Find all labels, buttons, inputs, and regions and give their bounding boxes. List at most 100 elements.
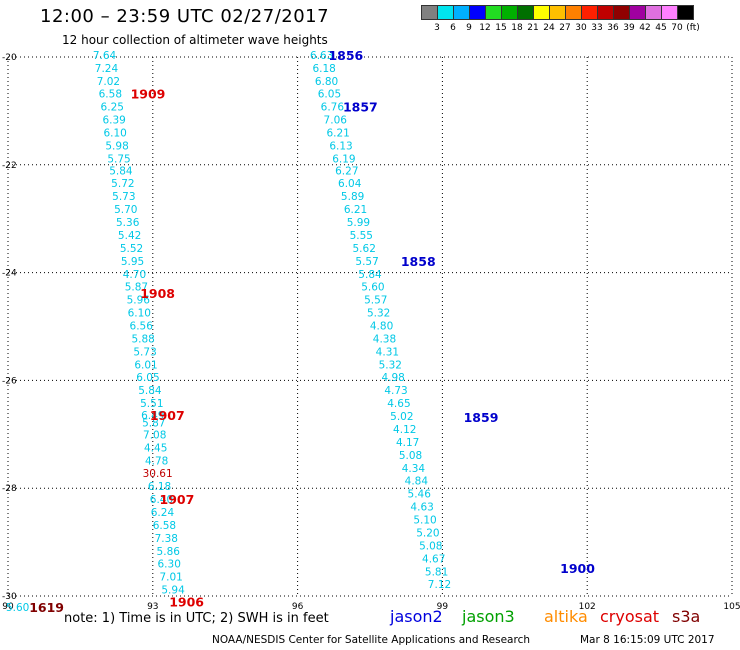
wave-height-value: 6.39: [102, 115, 125, 127]
colorbar-tick-label: 24: [543, 23, 555, 33]
wave-height-value: 6.49: [141, 410, 164, 422]
pass-time-labels: 1909 1908 1907 1907 1906 1619 1856 1857 1858 1859…: [29, 48, 595, 615]
pass-time-label: 1619: [29, 600, 64, 615]
pass-time-label: 1906: [169, 594, 204, 609]
wave-height-value: 5.70: [114, 204, 137, 216]
wave-height-value: 5.84: [109, 165, 133, 177]
wave-height-value: 6.19: [332, 153, 355, 165]
wave-height-value: 7.64: [93, 50, 117, 62]
lon-tick-label: 96: [292, 602, 304, 612]
wave-height-value: 6.21: [344, 204, 367, 216]
map-axis-labels: 90 93 96 99 102 105 -20 -22 -24 -26 -28 -30: [2, 53, 740, 612]
wave-height-value: 6.24: [151, 507, 175, 519]
colorbar-tick-label: 36: [607, 23, 619, 33]
lat-tick-label: -22: [2, 161, 17, 171]
wave-height-value: 7.38: [155, 533, 178, 545]
wave-height-value: 7.06: [324, 115, 348, 127]
wave-height-value: 4.65: [387, 398, 410, 410]
lon-tick-label: 90: [2, 602, 14, 612]
wave-height-value: 5.72: [111, 178, 134, 190]
wave-height-value: 6.30: [158, 559, 181, 571]
wave-height-value: 5.87: [142, 418, 165, 430]
lat-tick-label: -24: [2, 269, 17, 279]
wave-height-value: 5.94: [161, 585, 185, 597]
wave-height-value: 4.78: [145, 455, 168, 467]
wave-height-value: 6.21: [326, 128, 349, 140]
colorbar-tick-label: 70: [671, 23, 683, 33]
wave-height-value: 6.58: [153, 520, 176, 532]
wave-height-value: 5.32: [367, 308, 390, 320]
colorbar-tick-label: 15: [495, 23, 507, 33]
wave-height-value: 5.60: [361, 282, 384, 294]
wave-height-value: 5.57: [364, 295, 387, 307]
legend-item-s3a: s3a: [672, 607, 701, 626]
pass-time-label: 1856: [328, 48, 363, 63]
wave-height-value: 6.05: [318, 89, 341, 101]
wave-height-value: 4.80: [370, 321, 393, 333]
lat-tick-label: -26: [2, 376, 17, 386]
pass-time-label: 1858: [401, 254, 436, 269]
wave-height-value: 4.84: [405, 476, 429, 488]
wave-height-value: 5.08: [399, 450, 422, 462]
colorbar-tick-label: 9: [466, 23, 472, 33]
wave-height-value: 7.12: [428, 579, 451, 591]
wave-height-value: 5.98: [105, 140, 128, 152]
colorbar-tick-label: 42: [639, 23, 651, 33]
wave-height-value: 6.25: [101, 102, 124, 114]
wave-height-value: 7.24: [95, 63, 119, 75]
wave-height-value: 6.63: [310, 50, 333, 62]
colorbar-tick-labels: 3 6 9 12 15 18 21 24 27 30 33 36 39 42 45 70 (ft): [421, 23, 700, 37]
colorbar-tick-label: 12: [479, 23, 491, 33]
colorbar-swatch: [677, 5, 694, 20]
colorbar-tick-label: 6: [450, 23, 456, 33]
colorbar-tick-label: 30: [575, 23, 587, 33]
wave-height-value: 6.80: [315, 76, 338, 88]
lon-tick-label: 102: [579, 602, 596, 612]
map-grid: [7, 56, 733, 597]
wave-height-value: 5.62: [353, 243, 376, 255]
colorbar-tick-label: 33: [591, 23, 603, 33]
wave-height-value: 5.84: [358, 269, 382, 281]
wave-height-value: 6.05: [136, 372, 159, 384]
wave-height-value: 5.89: [341, 191, 364, 203]
wave-height-value: 6.01: [134, 359, 157, 371]
wave-height-value: 4.98: [381, 372, 404, 384]
wave-height-value: 5.32: [379, 359, 402, 371]
pass-time-label: 1900: [560, 561, 595, 576]
wave-height-value: 5.86: [157, 546, 181, 558]
pass-time-label: 1857: [343, 100, 378, 115]
wave-height-value: 4.34: [402, 463, 426, 475]
legend-item-jason2: jason2: [390, 607, 443, 626]
colorbar-tick-label: (ft): [686, 23, 700, 33]
colorbar-tick-label: 45: [655, 23, 667, 33]
credit-text: NOAA/NESDIS Center for Satellite Applica…: [212, 634, 530, 646]
colorbar-tick-label: 21: [527, 23, 539, 33]
wave-height-value: 4.38: [373, 333, 396, 345]
pass-time-label: 1908: [140, 286, 175, 301]
wave-height-value: 30.61: [143, 468, 173, 480]
pass-time-label: 1907: [160, 492, 195, 507]
lon-tick-label: 105: [723, 602, 740, 612]
legend-item-cryosat: cryosat: [600, 607, 660, 626]
wave-height-value: 5.96: [127, 295, 151, 307]
pass-time-label: 1909: [131, 87, 166, 102]
wave-height-value: 5.81: [425, 566, 448, 578]
wave-height-value: 5.75: [107, 153, 130, 165]
wave-height-value: 5.46: [408, 489, 432, 501]
wave-height-value: 5.57: [355, 256, 378, 268]
wave-height-value: 4.12: [393, 424, 416, 436]
wave-height-value: 5.73: [112, 191, 135, 203]
wave-height-value: 4.31: [376, 346, 399, 358]
pass-time-label: 1859: [464, 410, 499, 425]
page-title: 12:00 – 23:59 UTC 02/27/2017: [40, 6, 330, 27]
legend-item-jason3: jason3: [462, 607, 515, 626]
wave-height-value: 6.58: [99, 89, 122, 101]
wave-height-value: 5.60: [6, 602, 29, 614]
wave-height-value: 6.76: [321, 102, 345, 114]
lat-tick-label: -20: [2, 53, 17, 63]
wave-height-value: 5.51: [140, 398, 163, 410]
wave-height-value: 5.87: [125, 282, 148, 294]
lon-tick-label: 99: [437, 602, 449, 612]
wave-height-value: 4.17: [396, 437, 419, 449]
wave-height-value: 7.02: [97, 76, 120, 88]
